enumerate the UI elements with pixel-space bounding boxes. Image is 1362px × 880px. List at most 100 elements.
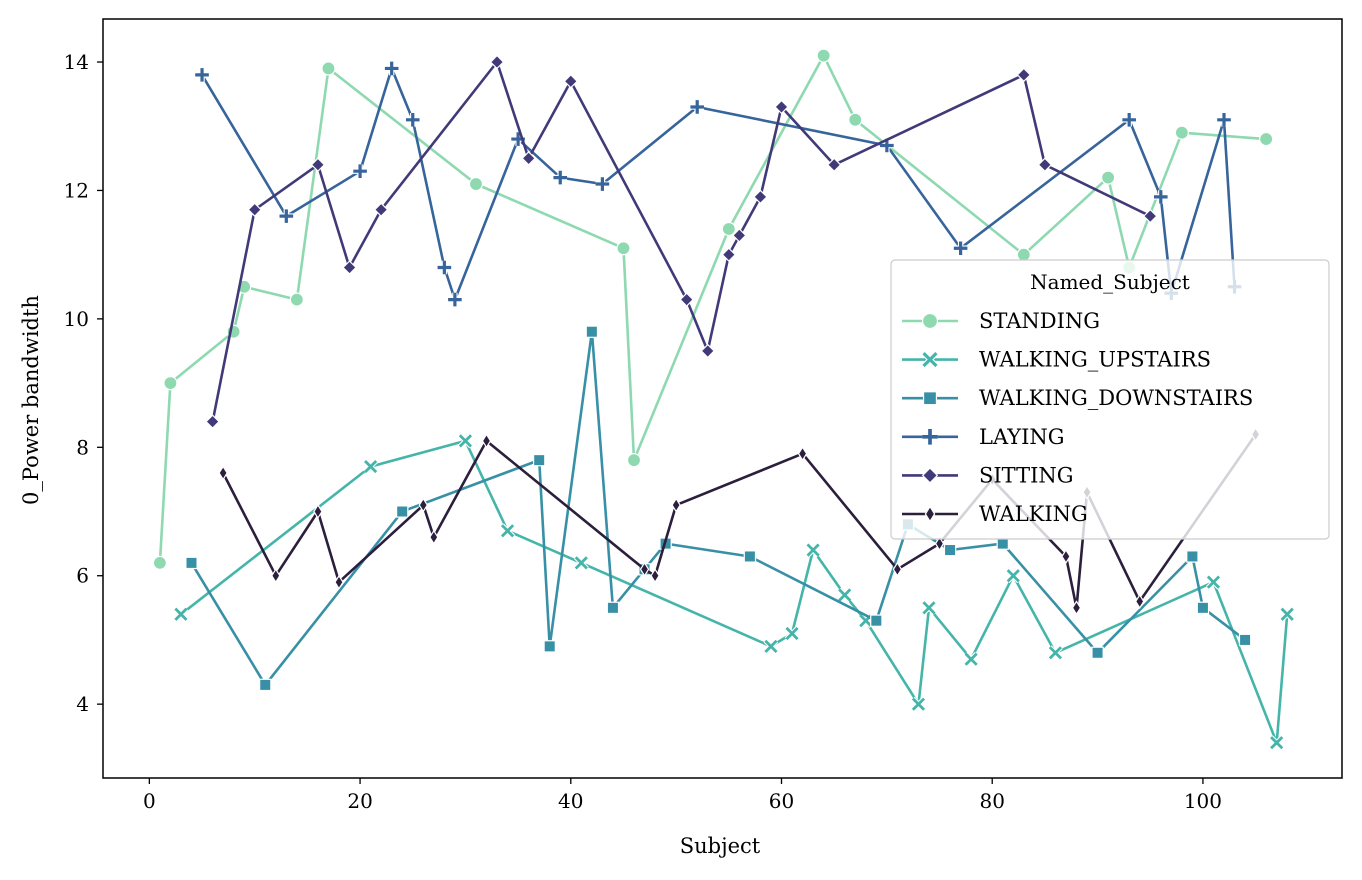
data-point-standing <box>1174 125 1189 140</box>
data-point-laying <box>553 170 568 185</box>
data-point-standing <box>1016 247 1031 262</box>
data-point-walking-upstairs <box>173 606 189 622</box>
data-point-walking-upstairs <box>1279 606 1295 622</box>
data-point-walking-downstairs <box>585 325 599 338</box>
data-point-standing <box>321 61 336 76</box>
ticks-layer: 0 20 40 60 80 100 4 6 8 10 12 14 <box>64 50 1222 813</box>
data-point-laying <box>195 68 209 82</box>
legend-marker <box>921 312 939 330</box>
legend-item-walking: WALKING <box>902 502 1088 526</box>
data-point-sitting <box>521 151 536 166</box>
data-point-walking-downstairs <box>1186 550 1199 563</box>
series-line-walking-upstairs <box>179 439 1289 744</box>
legend-item-standing: STANDING <box>902 309 1100 333</box>
data-point-walking-downstairs <box>943 543 957 557</box>
data-point-walking-downstairs <box>1091 646 1104 659</box>
data-point-laying <box>353 164 367 178</box>
data-point-walking-downstairs <box>259 678 272 692</box>
data-point-sitting <box>373 202 389 217</box>
data-point-standing <box>1259 131 1274 147</box>
data-point-walking <box>429 529 439 545</box>
data-point-walking-downstairs <box>1238 633 1252 647</box>
data-point-walking <box>334 574 344 590</box>
data-point-walking-downstairs <box>870 614 883 627</box>
legend-box <box>890 259 1330 540</box>
data-point-walking-downstairs <box>543 640 556 653</box>
data-point-sitting <box>679 292 694 307</box>
data-point-walking-upstairs <box>1005 568 1021 584</box>
legend: Named_Subject STANDING WALKING_UPSTAIRS WA… <box>890 259 1330 540</box>
data-point-walking-upstairs <box>837 587 853 603</box>
series-layer <box>152 48 1295 751</box>
data-point-walking <box>1061 548 1071 564</box>
data-point-walking <box>892 561 903 577</box>
data-point-standing <box>1101 170 1116 185</box>
data-point-sitting <box>489 54 505 70</box>
data-point-walking-upstairs <box>363 459 378 474</box>
data-point-walking-downstairs <box>743 550 757 563</box>
data-point-walking <box>639 561 650 577</box>
data-point-laying <box>1122 113 1136 127</box>
data-point-standing <box>289 292 304 307</box>
data-point-walking-upstairs <box>805 542 821 558</box>
data-point-standing <box>626 453 642 468</box>
legend-label: LAYING <box>979 425 1065 449</box>
series-sitting <box>205 54 1158 429</box>
x-tick-label: 0 <box>143 789 156 813</box>
data-point-laying <box>405 113 420 127</box>
data-point-sitting <box>563 74 579 89</box>
legend-marker <box>924 505 936 523</box>
data-point-walking <box>271 568 281 584</box>
data-point-walking <box>218 465 228 481</box>
data-point-walking-upstairs <box>458 433 473 449</box>
data-point-laying <box>448 292 462 307</box>
data-point-sitting <box>205 414 220 429</box>
data-point-sitting <box>826 157 842 173</box>
data-point-standing <box>721 221 736 237</box>
legend-title: Named_Subject <box>1030 270 1190 294</box>
data-point-walking-upstairs <box>784 626 800 641</box>
data-point-walking <box>934 536 945 552</box>
legend-item-walking-downstairs: WALKING_DOWNSTAIRS <box>902 386 1253 410</box>
data-point-walking-downstairs <box>606 601 620 615</box>
data-point-laying <box>690 100 705 114</box>
y-tick-label: 10 <box>64 307 89 331</box>
data-point-walking-upstairs <box>1206 574 1221 590</box>
x-tick-label: 60 <box>769 789 794 813</box>
data-point-walking-upstairs <box>500 523 515 539</box>
y-tick-label: 12 <box>64 178 89 202</box>
x-tick-label: 40 <box>558 789 583 813</box>
data-point-walking-upstairs <box>921 600 937 616</box>
legend-label: WALKING_DOWNSTAIRS <box>979 386 1253 410</box>
data-point-sitting <box>1037 157 1053 173</box>
legend-item-sitting: SITTING <box>902 463 1074 487</box>
data-point-standing <box>152 555 167 570</box>
data-point-walking <box>1135 593 1145 609</box>
data-point-standing <box>616 241 631 256</box>
data-point-walking <box>1071 600 1082 616</box>
data-point-walking-downstairs <box>1196 601 1210 615</box>
legend-label: WALKING <box>979 502 1088 526</box>
plot-frame <box>102 18 1343 779</box>
series-walking-upstairs <box>173 433 1295 751</box>
data-point-laying <box>1217 113 1231 127</box>
legend-item-walking-upstairs: WALKING_UPSTAIRS <box>902 348 1211 372</box>
data-point-sitting <box>310 157 326 173</box>
data-point-sitting <box>247 202 262 217</box>
data-point-walking-upstairs <box>963 651 979 667</box>
data-point-walking-upstairs <box>1048 645 1063 661</box>
y-tick-label: 8 <box>76 435 89 459</box>
legend-label: WALKING_UPSTAIRS <box>979 348 1211 372</box>
y-tick-label: 14 <box>64 50 89 74</box>
data-point-walking-downstairs <box>996 537 1009 550</box>
data-point-laying <box>953 241 968 256</box>
data-point-standing <box>848 112 863 127</box>
y-tick-label: 4 <box>76 692 89 716</box>
series-line-walking-downstairs <box>190 330 1247 687</box>
legend-marker <box>921 351 939 368</box>
data-point-sitting <box>721 247 737 262</box>
y-tick-label: 6 <box>76 564 89 588</box>
legend-label: STANDING <box>979 309 1100 333</box>
legend-marker <box>921 467 939 484</box>
